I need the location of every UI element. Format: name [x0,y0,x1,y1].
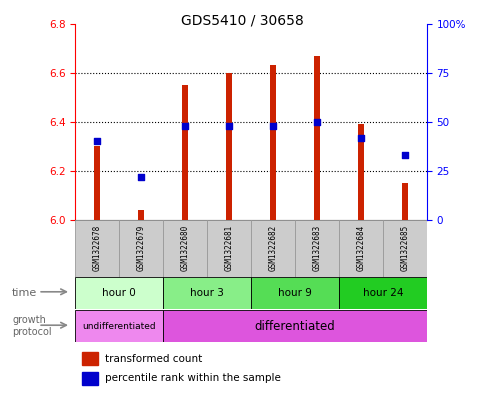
Bar [119,220,163,277]
Text: differentiated: differentiated [254,320,334,333]
Point [225,123,232,129]
Text: hour 0: hour 0 [102,288,136,298]
Text: GSM1322681: GSM1322681 [224,225,233,271]
Point [93,138,101,145]
Bar [82,372,98,385]
Bar [251,277,338,309]
Bar [163,310,426,342]
Bar [269,65,276,220]
Bar [313,55,319,220]
Bar [75,310,163,342]
Text: hour 24: hour 24 [362,288,402,298]
Bar [207,220,251,277]
Bar [182,85,188,220]
Text: GDS5410 / 30658: GDS5410 / 30658 [181,14,303,28]
Point [312,119,320,125]
Text: GSM1322685: GSM1322685 [399,225,408,271]
Text: GSM1322679: GSM1322679 [136,225,145,271]
Text: undifferentiated: undifferentiated [82,322,156,331]
Text: percentile rank within the sample: percentile rank within the sample [105,373,280,383]
Point [137,174,145,180]
Text: GSM1322683: GSM1322683 [312,225,321,271]
Point [356,134,364,141]
Bar [137,210,144,220]
Text: hour 3: hour 3 [190,288,224,298]
Text: GSM1322684: GSM1322684 [356,225,364,271]
Bar [75,220,119,277]
Bar [94,147,100,220]
Bar [225,73,232,220]
Bar [338,277,426,309]
Bar [401,183,407,220]
Text: transformed count: transformed count [105,354,202,364]
Bar [75,277,163,309]
Text: GSM1322680: GSM1322680 [180,225,189,271]
Point [400,152,408,158]
Bar [163,277,251,309]
Point [181,123,189,129]
Point [269,123,276,129]
Bar [382,220,426,277]
Text: hour 9: hour 9 [277,288,311,298]
Bar [251,220,294,277]
Text: time: time [12,288,37,298]
Bar [357,124,363,220]
Text: GSM1322678: GSM1322678 [92,225,102,271]
Bar [338,220,382,277]
Bar [294,220,338,277]
Bar [82,352,98,365]
Text: growth
protocol: growth protocol [12,315,52,337]
Bar [163,220,207,277]
Text: GSM1322682: GSM1322682 [268,225,277,271]
